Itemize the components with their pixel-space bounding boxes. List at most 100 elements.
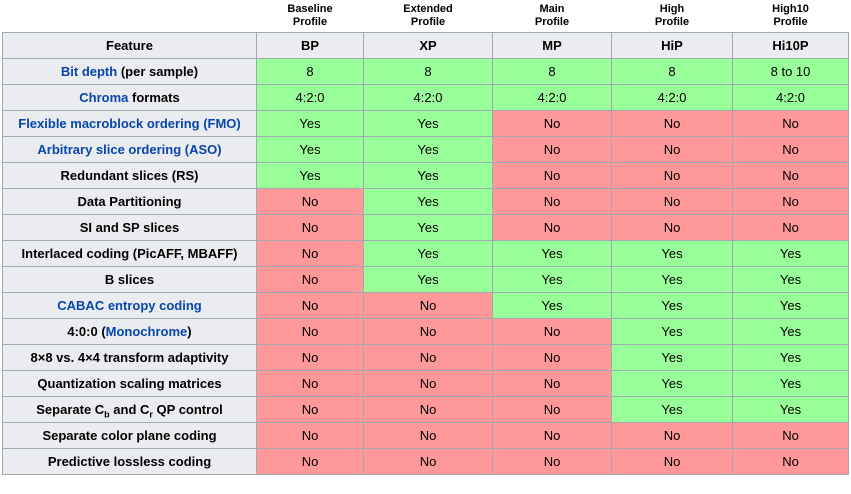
table-row: SI and SP slices No Yes No No No — [2, 214, 849, 241]
wiki-link[interactable]: CABAC entropy coding — [57, 298, 202, 313]
value-cell: No — [363, 448, 493, 475]
value-cell: No — [492, 162, 612, 189]
value-cell: No — [256, 396, 364, 423]
table-row: Data Partitioning No Yes No No No — [2, 188, 849, 215]
feature-text: SI and SP slices — [79, 220, 180, 235]
value-cell: Yes — [732, 318, 849, 345]
wiki-link[interactable]: Chroma — [79, 90, 129, 105]
value-cell: No — [256, 240, 364, 267]
value-cell: No — [611, 422, 733, 449]
value-cell: 8 — [363, 58, 493, 85]
value-cell: No — [256, 344, 364, 371]
spacer-cell — [2, 1, 257, 33]
feature-text: Redundant slices (RS) — [60, 168, 199, 183]
value-cell: No — [732, 422, 849, 449]
value-cell: Yes — [611, 318, 733, 345]
feature-label: CABAC entropy coding — [2, 292, 257, 319]
feature-text: formats — [128, 90, 180, 105]
feature-text: and C — [109, 402, 150, 417]
wiki-link[interactable]: Flexible macroblock ordering (FMO) — [18, 116, 241, 131]
column-header-hi10p: Hi10P — [732, 32, 849, 59]
table-row: Chroma formats 4:2:0 4:2:0 4:2:0 4:2:0 4:2:0 — [2, 84, 849, 111]
value-cell: No — [492, 396, 612, 423]
value-cell: Yes — [256, 110, 364, 137]
value-cell: No — [363, 370, 493, 397]
profile-name-high10: High10 Profile — [732, 1, 849, 33]
profile-name-extended: Extended Profile — [363, 1, 493, 33]
value-cell: No — [256, 448, 364, 475]
table-row: Interlaced coding (PicAFF, MBAFF) No Yes Ye… — [2, 240, 849, 267]
feature-text: Data Partitioning — [77, 194, 182, 209]
feature-text: Quantization scaling matrices — [37, 376, 222, 391]
value-cell: No — [611, 448, 733, 475]
feature-text: 8×8 vs. 4×4 transform adaptivity — [30, 350, 229, 365]
feature-text: QP control — [152, 402, 223, 417]
value-cell: Yes — [256, 162, 364, 189]
table-row: Separate Cb and Cr QP control No No No Yes Ye… — [2, 396, 849, 423]
value-cell: No — [492, 110, 612, 137]
value-cell: Yes — [732, 266, 849, 293]
value-cell: No — [363, 292, 493, 319]
table-row: B slices No Yes Yes Yes Yes — [2, 266, 849, 293]
feature-label: Flexible macroblock ordering (FMO) — [2, 110, 257, 137]
feature-label: Arbitrary slice ordering (ASO) — [2, 136, 257, 163]
column-header-hip: HiP — [611, 32, 733, 59]
value-cell: No — [492, 422, 612, 449]
value-cell: Yes — [492, 266, 612, 293]
value-cell: No — [492, 214, 612, 241]
value-cell: 4:2:0 — [363, 84, 493, 111]
profile-names-row: Baseline Profile Extended Profile Main P… — [2, 1, 849, 33]
value-cell: Yes — [492, 240, 612, 267]
value-cell: 4:2:0 — [492, 84, 612, 111]
value-cell: Yes — [492, 292, 612, 319]
value-cell: 4:2:0 — [732, 84, 849, 111]
feature-label: Separate Cb and Cr QP control — [2, 396, 257, 423]
table-row: Separate color plane coding No No No No No — [2, 422, 849, 449]
value-cell: No — [732, 110, 849, 137]
value-cell: No — [732, 214, 849, 241]
feature-text: Interlaced coding (PicAFF, MBAFF) — [21, 246, 238, 261]
value-cell: 4:2:0 — [256, 84, 364, 111]
value-cell: Yes — [256, 136, 364, 163]
feature-label: 8×8 vs. 4×4 transform adaptivity — [2, 344, 257, 371]
value-cell: No — [256, 422, 364, 449]
value-cell: No — [256, 292, 364, 319]
value-cell: No — [363, 396, 493, 423]
value-cell: No — [363, 344, 493, 371]
feature-label: Predictive lossless coding — [2, 448, 257, 475]
feature-text: Separate C — [36, 402, 105, 417]
wiki-link[interactable]: Arbitrary slice ordering (ASO) — [37, 142, 222, 157]
subscript-text: r — [149, 409, 153, 420]
value-cell: Yes — [611, 292, 733, 319]
profile-name-high: High Profile — [611, 1, 733, 33]
wiki-link[interactable]: Monochrome — [105, 324, 188, 339]
table-row: Arbitrary slice ordering (ASO) Yes Yes No No… — [2, 136, 849, 163]
wiki-link[interactable]: Bit depth — [60, 64, 118, 79]
value-cell: Yes — [363, 266, 493, 293]
column-header-mp: MP — [492, 32, 612, 59]
table-row: Redundant slices (RS) Yes Yes No No No — [2, 162, 849, 189]
value-cell: No — [732, 162, 849, 189]
value-cell: No — [732, 448, 849, 475]
feature-text: Predictive lossless coding — [47, 454, 212, 469]
value-cell: No — [256, 188, 364, 215]
value-cell: No — [611, 162, 733, 189]
value-cell: No — [256, 370, 364, 397]
table-row: Flexible macroblock ordering (FMO) Yes Yes… — [2, 110, 849, 137]
value-cell: Yes — [611, 344, 733, 371]
value-cell: No — [256, 214, 364, 241]
value-cell: 4:2:0 — [611, 84, 733, 111]
value-cell: No — [611, 188, 733, 215]
profile-name-main: Main Profile — [492, 1, 612, 33]
value-cell: Yes — [611, 396, 733, 423]
value-cell: No — [492, 344, 612, 371]
value-cell: No — [492, 136, 612, 163]
feature-text: 4:0:0 ( — [67, 324, 106, 339]
value-cell: No — [363, 422, 493, 449]
feature-label: SI and SP slices — [2, 214, 257, 241]
feature-label: 4:0:0 (Monochrome) — [2, 318, 257, 345]
value-cell: Yes — [732, 396, 849, 423]
feature-text: B slices — [104, 272, 155, 287]
feature-text: ) — [187, 324, 192, 339]
value-cell: No — [256, 318, 364, 345]
